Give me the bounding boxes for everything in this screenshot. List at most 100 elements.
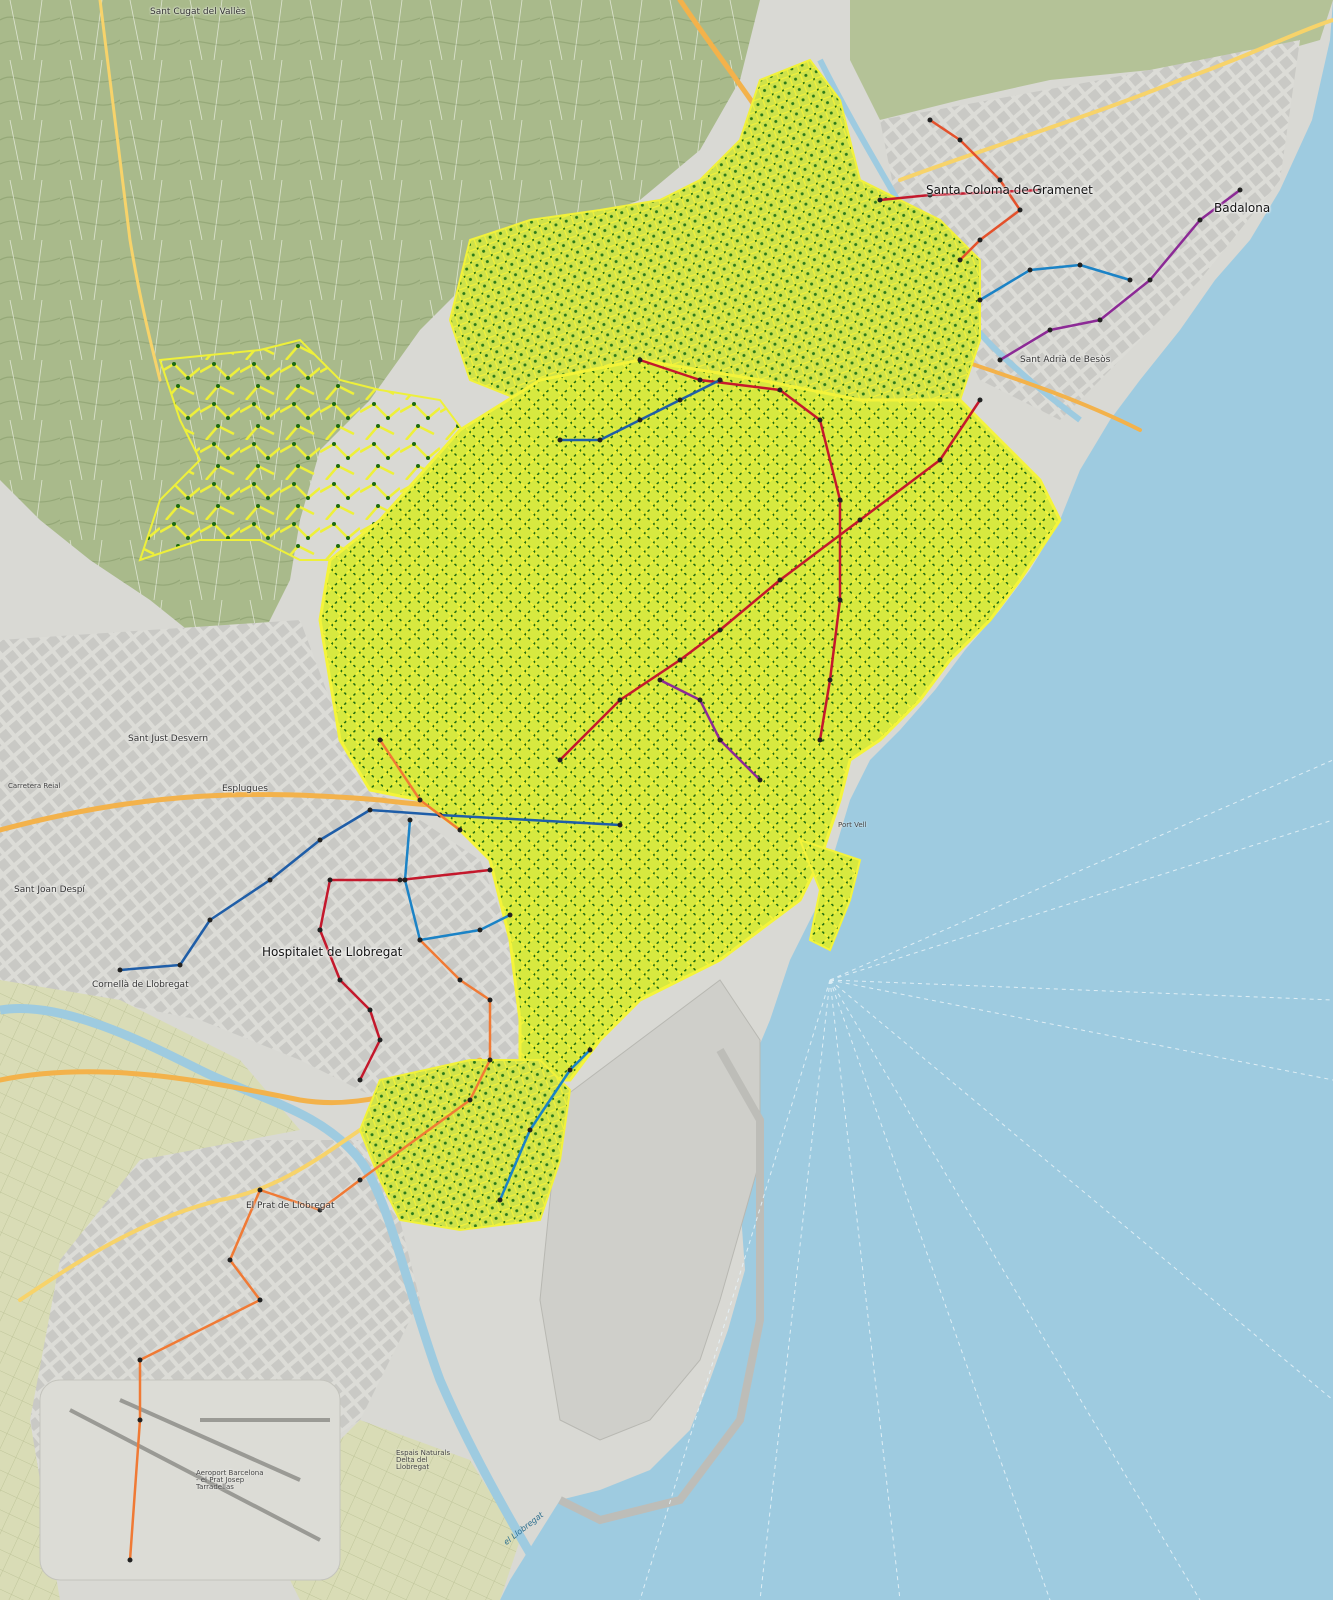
transit-line <box>999 189 1241 362</box>
transit-stop <box>1037 187 1043 193</box>
transit-stop <box>487 1057 493 1063</box>
transit-stop <box>597 437 603 443</box>
label-sant-cugat: Sant Cugat del Vallès <box>150 7 246 17</box>
transit-stop <box>977 297 983 303</box>
transit-stop <box>877 197 883 203</box>
transit-stop <box>407 817 413 823</box>
airport-runways <box>69 1398 330 1542</box>
transit-stop <box>527 1127 533 1133</box>
transit-stop <box>377 1037 383 1043</box>
transit-stop <box>337 977 343 983</box>
transit-stop <box>137 1417 143 1423</box>
transit-stop <box>757 777 763 783</box>
transit-stop <box>997 357 1003 363</box>
transit-stop <box>417 937 423 943</box>
transit-stop <box>227 1257 233 1263</box>
transit-stop <box>457 977 463 983</box>
transit-line <box>498 1049 591 1201</box>
transit-stop <box>1097 317 1103 323</box>
transit-stop <box>367 807 373 813</box>
transit-stop <box>317 1207 323 1213</box>
transit-stop <box>817 737 823 743</box>
transit-stop <box>357 1077 363 1083</box>
transit-stop <box>367 1007 373 1013</box>
transit-stop <box>717 737 723 743</box>
transit-stop <box>937 457 943 463</box>
label-port-vell: Port Vell <box>838 821 867 829</box>
label-esplugues: Esplugues <box>222 784 268 794</box>
label-delta: Espais Naturals Delta del Llobregat <box>396 1449 451 1471</box>
transit-stop <box>557 437 563 443</box>
transit-stop <box>257 1297 263 1303</box>
transit-stop <box>587 1047 593 1053</box>
port-docks <box>539 979 761 1441</box>
transit-stop <box>617 697 623 703</box>
urban-north-east <box>880 40 1300 420</box>
transit-stop <box>677 657 683 663</box>
transit-line <box>559 399 982 761</box>
transit-stop <box>837 597 843 603</box>
transit-stop <box>1027 267 1033 273</box>
transit-stop <box>717 377 723 383</box>
transit-stop <box>657 677 663 683</box>
transit-stop <box>117 967 123 973</box>
transit-stop <box>617 822 623 828</box>
transit-stop <box>827 677 833 683</box>
transit-stop <box>137 1357 143 1363</box>
transit-stop <box>457 827 463 833</box>
transit-stop <box>487 867 493 873</box>
network-coverage <box>138 58 1062 1232</box>
transit-stop <box>467 1097 473 1103</box>
delta-fields <box>0 980 300 1600</box>
transit-stop <box>817 417 823 423</box>
transit-stop <box>557 757 563 763</box>
transit-stop <box>1047 327 1053 333</box>
label-el-prat: El Prat de Llobregat <box>246 1201 335 1211</box>
label-sant-joan-despi: Sant Joan Despí <box>14 885 85 895</box>
transit-stop <box>777 577 783 583</box>
transit-stop <box>317 927 323 933</box>
transit-stop <box>417 797 423 803</box>
transit-stop <box>977 397 983 403</box>
transit-stop <box>487 997 493 1003</box>
transit-line <box>659 678 761 781</box>
transit-stop <box>777 387 783 393</box>
transit-stop <box>177 962 183 968</box>
label-cornella: Cornellà de Llobregat <box>92 980 189 990</box>
transit-stop <box>697 377 703 383</box>
transit-stop <box>402 877 408 883</box>
transit-stop <box>637 417 643 423</box>
label-santa-coloma: Santa Coloma de Gramenet <box>926 183 1093 197</box>
transit-stop <box>127 1557 133 1563</box>
transit-stop <box>927 117 933 123</box>
transit-stop <box>477 927 483 933</box>
transit-stop <box>377 737 383 743</box>
transit-stop <box>327 877 333 883</box>
label-sant-adria: Sant Adrià de Besòs <box>1020 355 1111 365</box>
airport-area <box>39 1379 341 1581</box>
transit-stop <box>507 912 513 918</box>
coverage-zona-franca <box>358 1059 572 1232</box>
transit-stop <box>397 877 403 883</box>
transit-stop <box>837 497 843 503</box>
transit-stop <box>977 237 983 243</box>
transit-stop <box>567 1067 573 1073</box>
transit-stop <box>1237 187 1243 193</box>
transit-stop <box>267 877 273 883</box>
transit-line <box>318 868 491 931</box>
coverage-port-pier <box>798 838 862 952</box>
label-sant-just: Sant Just Desvern <box>128 734 209 744</box>
transit-stop <box>637 357 643 363</box>
label-badalona: Badalona <box>1214 201 1271 215</box>
transit-stop <box>207 917 213 923</box>
transit-stop <box>1077 262 1083 268</box>
transit-line <box>639 358 842 741</box>
transit-stop <box>317 837 323 843</box>
transit-line <box>979 263 1131 302</box>
transit-stop <box>497 1197 503 1203</box>
transit-stop <box>927 192 933 198</box>
transit-stop <box>697 697 703 703</box>
transit-stop <box>1127 277 1133 283</box>
transit-lines <box>117 117 1243 1563</box>
